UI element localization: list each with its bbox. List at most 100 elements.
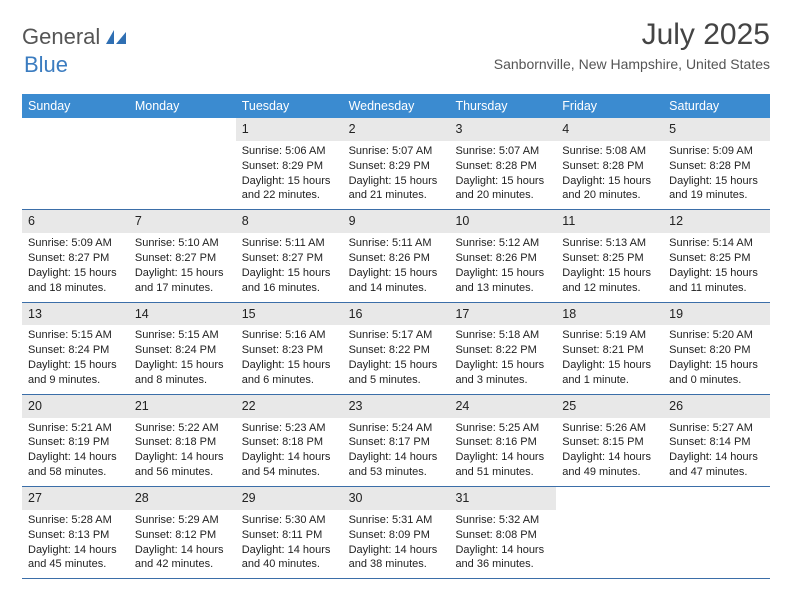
day-number: 14	[129, 303, 236, 326]
day-number: 13	[22, 303, 129, 326]
weekday-header: Saturday	[663, 94, 770, 118]
week-row: 1Sunrise: 5:06 AMSunset: 8:29 PMDaylight…	[22, 118, 770, 210]
day-number: 5	[663, 118, 770, 141]
day-body: Sunrise: 5:09 AMSunset: 8:27 PMDaylight:…	[22, 233, 129, 301]
day-line: Daylight: 14 hours	[135, 450, 230, 465]
day-body: Sunrise: 5:08 AMSunset: 8:28 PMDaylight:…	[556, 141, 663, 209]
location-text: Sanbornville, New Hampshire, United Stat…	[494, 56, 770, 72]
day-line: Sunset: 8:28 PM	[669, 159, 764, 174]
day-body: Sunrise: 5:14 AMSunset: 8:25 PMDaylight:…	[663, 233, 770, 301]
day-line: Sunrise: 5:15 AM	[28, 328, 123, 343]
day-cell: 7Sunrise: 5:10 AMSunset: 8:27 PMDaylight…	[129, 210, 236, 301]
day-cell: 5Sunrise: 5:09 AMSunset: 8:28 PMDaylight…	[663, 118, 770, 209]
day-cell	[556, 487, 663, 578]
day-number: 23	[343, 395, 450, 418]
day-number: 10	[449, 210, 556, 233]
logo: General	[22, 24, 128, 50]
day-number: 7	[129, 210, 236, 233]
day-line: and 11 minutes.	[669, 281, 764, 296]
day-body: Sunrise: 5:27 AMSunset: 8:14 PMDaylight:…	[663, 418, 770, 486]
day-line: Daylight: 14 hours	[455, 450, 550, 465]
day-body: Sunrise: 5:11 AMSunset: 8:27 PMDaylight:…	[236, 233, 343, 301]
day-line: Sunset: 8:25 PM	[669, 251, 764, 266]
day-line: and 21 minutes.	[349, 188, 444, 203]
day-line: and 45 minutes.	[28, 557, 123, 572]
day-line: and 42 minutes.	[135, 557, 230, 572]
day-line: and 14 minutes.	[349, 281, 444, 296]
day-line: Sunrise: 5:28 AM	[28, 513, 123, 528]
day-number: 18	[556, 303, 663, 326]
day-body: Sunrise: 5:26 AMSunset: 8:15 PMDaylight:…	[556, 418, 663, 486]
day-number: 8	[236, 210, 343, 233]
day-line: and 9 minutes.	[28, 373, 123, 388]
day-line: and 51 minutes.	[455, 465, 550, 480]
day-body: Sunrise: 5:32 AMSunset: 8:08 PMDaylight:…	[449, 510, 556, 578]
day-line: Daylight: 15 hours	[455, 358, 550, 373]
day-cell: 20Sunrise: 5:21 AMSunset: 8:19 PMDayligh…	[22, 395, 129, 486]
day-line: Sunrise: 5:32 AM	[455, 513, 550, 528]
day-line: Sunrise: 5:23 AM	[242, 421, 337, 436]
day-line: and 56 minutes.	[135, 465, 230, 480]
day-line: Sunrise: 5:27 AM	[669, 421, 764, 436]
day-number: 26	[663, 395, 770, 418]
day-line: and 47 minutes.	[669, 465, 764, 480]
day-cell: 6Sunrise: 5:09 AMSunset: 8:27 PMDaylight…	[22, 210, 129, 301]
day-number: 30	[343, 487, 450, 510]
day-line: Sunrise: 5:18 AM	[455, 328, 550, 343]
day-cell: 18Sunrise: 5:19 AMSunset: 8:21 PMDayligh…	[556, 303, 663, 394]
day-line: and 18 minutes.	[28, 281, 123, 296]
day-line: Sunrise: 5:12 AM	[455, 236, 550, 251]
day-body: Sunrise: 5:17 AMSunset: 8:22 PMDaylight:…	[343, 325, 450, 393]
day-number: 17	[449, 303, 556, 326]
day-cell: 30Sunrise: 5:31 AMSunset: 8:09 PMDayligh…	[343, 487, 450, 578]
day-line: Sunrise: 5:29 AM	[135, 513, 230, 528]
day-line: Sunrise: 5:31 AM	[349, 513, 444, 528]
day-line: Daylight: 15 hours	[135, 266, 230, 281]
day-line: Sunset: 8:11 PM	[242, 528, 337, 543]
day-line: Sunrise: 5:19 AM	[562, 328, 657, 343]
day-line: Daylight: 14 hours	[28, 450, 123, 465]
day-line: Sunset: 8:29 PM	[349, 159, 444, 174]
day-line: Sunrise: 5:11 AM	[242, 236, 337, 251]
day-body: Sunrise: 5:30 AMSunset: 8:11 PMDaylight:…	[236, 510, 343, 578]
day-line: Sunset: 8:27 PM	[28, 251, 123, 266]
day-line: Sunrise: 5:14 AM	[669, 236, 764, 251]
day-body: Sunrise: 5:11 AMSunset: 8:26 PMDaylight:…	[343, 233, 450, 301]
day-line: Sunset: 8:29 PM	[242, 159, 337, 174]
day-line: Sunrise: 5:15 AM	[135, 328, 230, 343]
day-line: and 1 minute.	[562, 373, 657, 388]
day-body: Sunrise: 5:06 AMSunset: 8:29 PMDaylight:…	[236, 141, 343, 209]
day-line: Sunset: 8:27 PM	[135, 251, 230, 266]
day-body: Sunrise: 5:20 AMSunset: 8:20 PMDaylight:…	[663, 325, 770, 393]
day-line: Daylight: 15 hours	[242, 266, 337, 281]
day-line: Sunset: 8:08 PM	[455, 528, 550, 543]
day-body: Sunrise: 5:15 AMSunset: 8:24 PMDaylight:…	[129, 325, 236, 393]
day-line: Sunset: 8:16 PM	[455, 435, 550, 450]
day-cell: 23Sunrise: 5:24 AMSunset: 8:17 PMDayligh…	[343, 395, 450, 486]
day-number: 19	[663, 303, 770, 326]
day-line: Daylight: 14 hours	[349, 543, 444, 558]
day-line: Daylight: 15 hours	[242, 358, 337, 373]
day-line: and 53 minutes.	[349, 465, 444, 480]
day-line: Daylight: 15 hours	[562, 358, 657, 373]
day-line: Sunset: 8:14 PM	[669, 435, 764, 450]
day-line: Daylight: 14 hours	[242, 543, 337, 558]
day-line: and 38 minutes.	[349, 557, 444, 572]
day-number: 25	[556, 395, 663, 418]
day-cell: 12Sunrise: 5:14 AMSunset: 8:25 PMDayligh…	[663, 210, 770, 301]
day-line: Sunset: 8:13 PM	[28, 528, 123, 543]
day-line: Sunrise: 5:30 AM	[242, 513, 337, 528]
day-cell: 17Sunrise: 5:18 AMSunset: 8:22 PMDayligh…	[449, 303, 556, 394]
day-line: Sunset: 8:24 PM	[28, 343, 123, 358]
weekday-header: Monday	[129, 94, 236, 118]
day-cell: 3Sunrise: 5:07 AMSunset: 8:28 PMDaylight…	[449, 118, 556, 209]
week-row: 6Sunrise: 5:09 AMSunset: 8:27 PMDaylight…	[22, 210, 770, 302]
day-number: 1	[236, 118, 343, 141]
day-cell: 28Sunrise: 5:29 AMSunset: 8:12 PMDayligh…	[129, 487, 236, 578]
day-cell: 8Sunrise: 5:11 AMSunset: 8:27 PMDaylight…	[236, 210, 343, 301]
day-cell: 10Sunrise: 5:12 AMSunset: 8:26 PMDayligh…	[449, 210, 556, 301]
day-body: Sunrise: 5:15 AMSunset: 8:24 PMDaylight:…	[22, 325, 129, 393]
day-line: Sunrise: 5:22 AM	[135, 421, 230, 436]
day-line: Sunset: 8:22 PM	[349, 343, 444, 358]
day-line: Daylight: 15 hours	[135, 358, 230, 373]
